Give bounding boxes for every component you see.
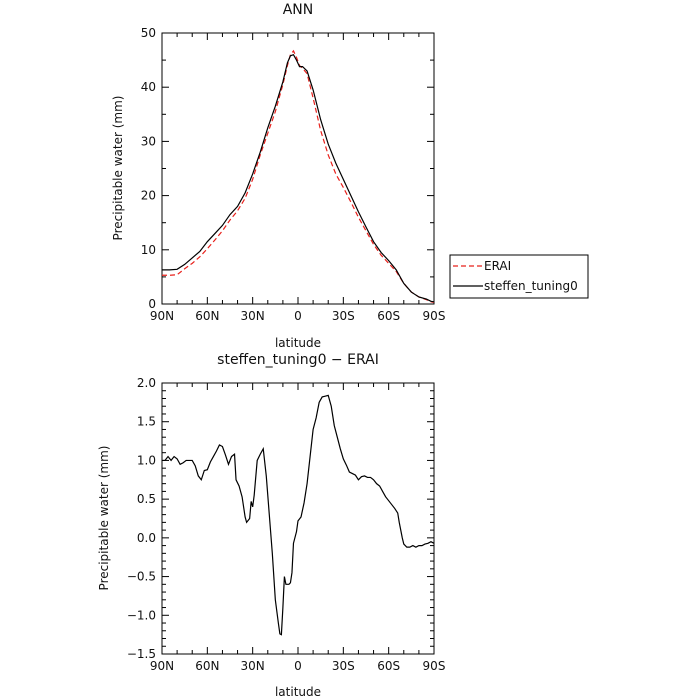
top-x-axis-label: latitude <box>275 336 321 350</box>
top-plot-frame <box>161 32 435 305</box>
y-tick-label: 0.5 <box>137 492 156 506</box>
series-line-steffen-tuning0 <box>162 53 435 303</box>
y-tick-label: 10 <box>141 243 156 257</box>
x-tick-label: 30S <box>332 659 355 673</box>
series-line <box>162 394 435 636</box>
bottom-panel: steffen_tuning0 − ERAI 90N 60N 30N 0 30S 60S 9… <box>97 352 445 699</box>
x-tick-label: 60N <box>195 659 219 673</box>
top-y-axis-label: Precipitable water (mm) <box>111 96 125 241</box>
legend-label-steffen: steffen_tuning0 <box>484 279 578 293</box>
x-tick-label: 60N <box>195 309 219 323</box>
bottom-plot-frame <box>161 382 435 655</box>
y-tick-label: 2.0 <box>137 376 156 390</box>
y-tick-label: 50 <box>141 26 156 40</box>
legend-label-erai: ERAI <box>484 259 511 273</box>
y-tick-label: 40 <box>141 80 156 94</box>
top-panel-title: ANN <box>283 2 314 18</box>
y-tick-label: 0 <box>148 297 156 311</box>
y-tick-label: −0.5 <box>127 570 156 584</box>
x-tick-label: 30S <box>332 309 355 323</box>
y-tick-label: −1.0 <box>127 608 156 622</box>
y-tick-label: −1.5 <box>127 647 156 661</box>
y-tick-label: 1.5 <box>137 415 156 429</box>
x-tick-label: 30N <box>241 309 265 323</box>
x-tick-label: 0 <box>294 659 302 673</box>
y-tick-label: 20 <box>141 189 156 203</box>
x-tick-label: 60S <box>377 309 400 323</box>
x-tick-label: 0 <box>294 309 302 323</box>
top-axis-ticks: 90N 60N 30N 0 30S 60S 90S 0 10 20 30 40 50 <box>141 26 446 323</box>
x-tick-label: 90N <box>150 659 174 673</box>
x-tick-label: 90N <box>150 309 174 323</box>
x-tick-label: 90S <box>423 659 446 673</box>
bottom-series-lines <box>162 394 435 636</box>
bottom-panel-title: steffen_tuning0 − ERAI <box>217 352 379 368</box>
bottom-axis-ticks: 90N 60N 30N 0 30S 60S 90S −1.5 −1.0 −0.5 0.0 0.5 1.0… <box>127 376 446 673</box>
x-tick-label: 60S <box>377 659 400 673</box>
legend: ERAI steffen_tuning0 <box>449 254 589 299</box>
x-tick-label: 30N <box>241 659 265 673</box>
legend-box <box>449 254 589 299</box>
top-panel: ANN 90N 60N 30N 0 30S 60S 90S 0 10 20 30 40 50 latit… <box>111 2 445 350</box>
y-tick-label: 1.0 <box>137 453 156 467</box>
y-tick-label: 0.0 <box>137 531 156 545</box>
bottom-y-axis-label: Precipitable water (mm) <box>97 446 111 591</box>
top-series-lines <box>162 49 435 303</box>
x-tick-label: 90S <box>423 309 446 323</box>
series-line-erai <box>162 49 435 303</box>
y-tick-label: 30 <box>141 134 156 148</box>
bottom-x-axis-label: latitude <box>275 685 321 699</box>
